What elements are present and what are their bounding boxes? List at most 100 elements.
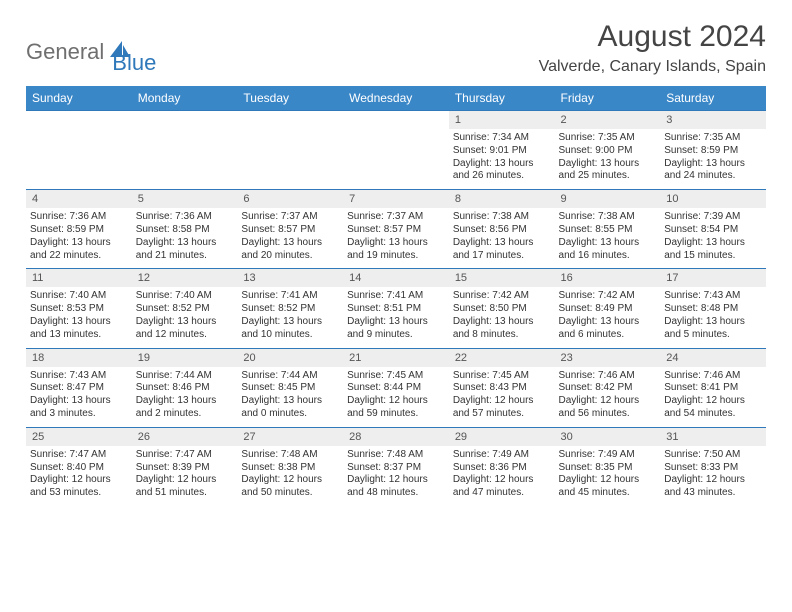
calendar-table: Sunday Monday Tuesday Wednesday Thursday… — [26, 86, 766, 506]
sunset-text: Sunset: 8:36 PM — [453, 462, 551, 475]
day-cell: Sunrise: 7:50 AMSunset: 8:33 PMDaylight:… — [660, 446, 766, 506]
day-number — [343, 111, 449, 130]
day-cell: Sunrise: 7:46 AMSunset: 8:41 PMDaylight:… — [660, 367, 766, 428]
daylight-text: Daylight: 13 hours and 25 minutes. — [559, 158, 657, 184]
sunrise-text: Sunrise: 7:37 AM — [347, 211, 445, 224]
sunset-text: Sunset: 8:57 PM — [347, 224, 445, 237]
sunrise-text: Sunrise: 7:47 AM — [136, 449, 234, 462]
daylight-text: Daylight: 12 hours and 47 minutes. — [453, 474, 551, 500]
day-number: 17 — [660, 269, 766, 288]
daylight-text: Daylight: 12 hours and 56 minutes. — [559, 395, 657, 421]
day-cell: Sunrise: 7:46 AMSunset: 8:42 PMDaylight:… — [555, 367, 661, 428]
daylight-text: Daylight: 12 hours and 59 minutes. — [347, 395, 445, 421]
day-cell: Sunrise: 7:42 AMSunset: 8:50 PMDaylight:… — [449, 287, 555, 348]
daylight-text: Daylight: 13 hours and 20 minutes. — [241, 237, 339, 263]
month-title: August 2024 — [539, 20, 766, 54]
day-cell: Sunrise: 7:35 AMSunset: 9:00 PMDaylight:… — [555, 129, 661, 190]
day-number: 21 — [343, 348, 449, 367]
sunset-text: Sunset: 8:51 PM — [347, 303, 445, 316]
sunrise-text: Sunrise: 7:36 AM — [30, 211, 128, 224]
day-cell: Sunrise: 7:41 AMSunset: 8:52 PMDaylight:… — [237, 287, 343, 348]
week-row: Sunrise: 7:47 AMSunset: 8:40 PMDaylight:… — [26, 446, 766, 506]
sunset-text: Sunset: 8:39 PM — [136, 462, 234, 475]
sunset-text: Sunset: 8:46 PM — [136, 382, 234, 395]
day-cell: Sunrise: 7:41 AMSunset: 8:51 PMDaylight:… — [343, 287, 449, 348]
day-cell: Sunrise: 7:49 AMSunset: 8:36 PMDaylight:… — [449, 446, 555, 506]
day-cell: Sunrise: 7:45 AMSunset: 8:44 PMDaylight:… — [343, 367, 449, 428]
sunrise-text: Sunrise: 7:39 AM — [664, 211, 762, 224]
day-number: 25 — [26, 427, 132, 446]
daylight-text: Daylight: 12 hours and 53 minutes. — [30, 474, 128, 500]
day-number: 8 — [449, 190, 555, 209]
day-number: 18 — [26, 348, 132, 367]
day-number: 24 — [660, 348, 766, 367]
sunrise-text: Sunrise: 7:48 AM — [241, 449, 339, 462]
day-number: 29 — [449, 427, 555, 446]
sunrise-text: Sunrise: 7:49 AM — [453, 449, 551, 462]
sunrise-text: Sunrise: 7:34 AM — [453, 132, 551, 145]
day-cell: Sunrise: 7:40 AMSunset: 8:53 PMDaylight:… — [26, 287, 132, 348]
title-block: August 2024 Valverde, Canary Islands, Sp… — [539, 20, 766, 76]
daynum-row: 18192021222324 — [26, 348, 766, 367]
logo: General Blue — [26, 28, 156, 76]
day-number — [237, 111, 343, 130]
daylight-text: Daylight: 13 hours and 0 minutes. — [241, 395, 339, 421]
sunset-text: Sunset: 8:41 PM — [664, 382, 762, 395]
daynum-row: 11121314151617 — [26, 269, 766, 288]
day-cell: Sunrise: 7:42 AMSunset: 8:49 PMDaylight:… — [555, 287, 661, 348]
day-cell: Sunrise: 7:47 AMSunset: 8:39 PMDaylight:… — [132, 446, 238, 506]
sunset-text: Sunset: 8:47 PM — [30, 382, 128, 395]
day-cell: Sunrise: 7:40 AMSunset: 8:52 PMDaylight:… — [132, 287, 238, 348]
day-number: 7 — [343, 190, 449, 209]
sunrise-text: Sunrise: 7:44 AM — [136, 370, 234, 383]
day-number: 5 — [132, 190, 238, 209]
week-row: Sunrise: 7:40 AMSunset: 8:53 PMDaylight:… — [26, 287, 766, 348]
sunrise-text: Sunrise: 7:35 AM — [664, 132, 762, 145]
sunset-text: Sunset: 8:37 PM — [347, 462, 445, 475]
daylight-text: Daylight: 13 hours and 19 minutes. — [347, 237, 445, 263]
daylight-text: Daylight: 13 hours and 26 minutes. — [453, 158, 551, 184]
day-number: 26 — [132, 427, 238, 446]
sunrise-text: Sunrise: 7:50 AM — [664, 449, 762, 462]
day-cell: Sunrise: 7:44 AMSunset: 8:46 PMDaylight:… — [132, 367, 238, 428]
sunrise-text: Sunrise: 7:47 AM — [30, 449, 128, 462]
sunset-text: Sunset: 8:52 PM — [241, 303, 339, 316]
daylight-text: Daylight: 13 hours and 3 minutes. — [30, 395, 128, 421]
day-cell — [26, 129, 132, 190]
day-cell: Sunrise: 7:48 AMSunset: 8:38 PMDaylight:… — [237, 446, 343, 506]
day-number: 12 — [132, 269, 238, 288]
day-cell: Sunrise: 7:38 AMSunset: 8:55 PMDaylight:… — [555, 208, 661, 269]
sunset-text: Sunset: 8:40 PM — [30, 462, 128, 475]
daylight-text: Daylight: 12 hours and 48 minutes. — [347, 474, 445, 500]
day-number: 30 — [555, 427, 661, 446]
sunrise-text: Sunrise: 7:43 AM — [30, 370, 128, 383]
day-number — [26, 111, 132, 130]
day-number: 1 — [449, 111, 555, 130]
daylight-text: Daylight: 12 hours and 51 minutes. — [136, 474, 234, 500]
day-number: 27 — [237, 427, 343, 446]
day-number: 31 — [660, 427, 766, 446]
daylight-text: Daylight: 13 hours and 15 minutes. — [664, 237, 762, 263]
sunrise-text: Sunrise: 7:42 AM — [453, 290, 551, 303]
sunset-text: Sunset: 8:50 PM — [453, 303, 551, 316]
logo-text-general: General — [26, 39, 104, 65]
day-number: 2 — [555, 111, 661, 130]
sunrise-text: Sunrise: 7:40 AM — [136, 290, 234, 303]
daylight-text: Daylight: 13 hours and 12 minutes. — [136, 316, 234, 342]
day-cell: Sunrise: 7:36 AMSunset: 8:58 PMDaylight:… — [132, 208, 238, 269]
sunset-text: Sunset: 8:38 PM — [241, 462, 339, 475]
daylight-text: Daylight: 13 hours and 8 minutes. — [453, 316, 551, 342]
sunrise-text: Sunrise: 7:48 AM — [347, 449, 445, 462]
day-number: 9 — [555, 190, 661, 209]
sunset-text: Sunset: 8:45 PM — [241, 382, 339, 395]
sunset-text: Sunset: 8:44 PM — [347, 382, 445, 395]
daylight-text: Daylight: 12 hours and 54 minutes. — [664, 395, 762, 421]
sunrise-text: Sunrise: 7:41 AM — [347, 290, 445, 303]
sunrise-text: Sunrise: 7:49 AM — [559, 449, 657, 462]
sunset-text: Sunset: 8:54 PM — [664, 224, 762, 237]
day-number: 10 — [660, 190, 766, 209]
sunrise-text: Sunrise: 7:37 AM — [241, 211, 339, 224]
daynum-row: 45678910 — [26, 190, 766, 209]
sunrise-text: Sunrise: 7:38 AM — [559, 211, 657, 224]
daylight-text: Daylight: 13 hours and 6 minutes. — [559, 316, 657, 342]
